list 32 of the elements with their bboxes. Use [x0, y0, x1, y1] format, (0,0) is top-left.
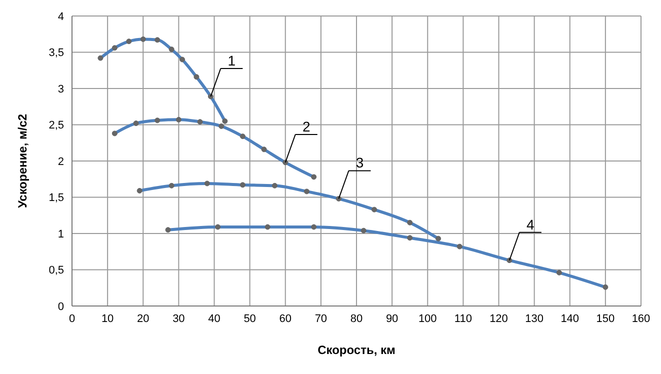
x-tick-label: 60	[279, 312, 292, 325]
x-tick-label: 110	[454, 312, 472, 325]
x-tick-label: 50	[244, 312, 256, 325]
y-tick-label: 3,5	[48, 47, 64, 60]
y-tick-label: 4	[58, 10, 64, 23]
text: 2	[302, 118, 310, 134]
x-axis-title: Скорость, км	[318, 343, 396, 357]
x-tick-label: 10	[101, 312, 114, 325]
x-tick-label: 150	[596, 312, 615, 325]
text: 3	[356, 154, 364, 171]
y-tick-label: 1,5	[48, 192, 64, 204]
y-axis-title: Ускорение, м/с2	[15, 114, 30, 208]
y-tick-label: 2	[58, 156, 64, 168]
text: 1	[228, 52, 236, 68]
x-tick-label: 90	[386, 312, 398, 325]
x-tick-label: 80	[350, 312, 363, 325]
x-tick-label: 30	[172, 312, 185, 325]
x-tick-label: 130	[525, 312, 544, 325]
x-tick-label: 20	[137, 312, 150, 325]
x-tick-label: 100	[418, 312, 437, 325]
x-tick-label: 160	[632, 312, 650, 325]
x-tick-label: 40	[208, 312, 220, 325]
x-tick-label: 140	[560, 312, 580, 325]
y-tick-label: 0	[58, 300, 64, 313]
x-tick-label: 70	[314, 312, 328, 325]
text: 4	[526, 216, 535, 232]
y-tick-label: 3	[58, 83, 64, 96]
y-tick-label: 0,5	[48, 264, 64, 277]
y-tick-label: 1	[58, 228, 64, 240]
x-tick-label: 0	[68, 312, 76, 325]
y-tick-label: 2,5	[48, 120, 64, 132]
x-tick-label: 120	[490, 312, 508, 325]
